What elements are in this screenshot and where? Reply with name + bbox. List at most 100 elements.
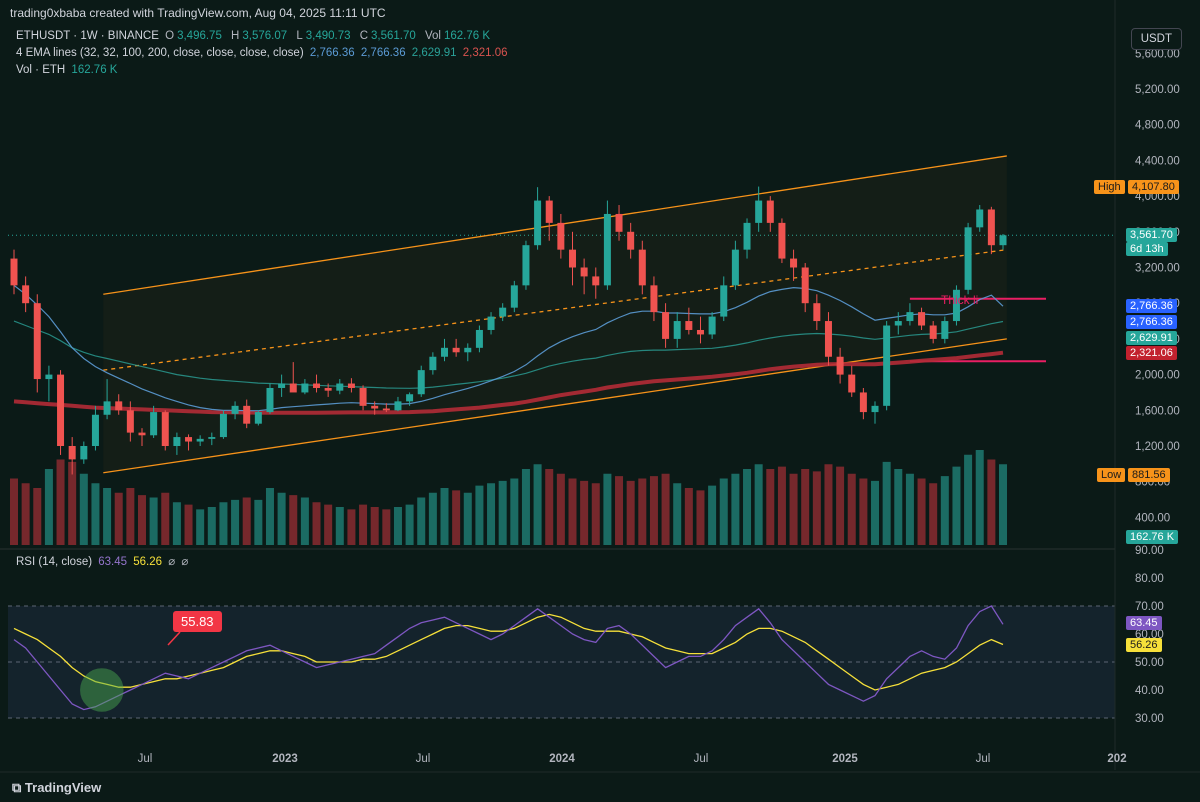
volume-bar — [393, 507, 402, 545]
eye-off-icon-2[interactable]: ⌀ — [181, 556, 189, 568]
eye-off-icon[interactable]: ⌀ — [168, 556, 176, 568]
rsi-tick-label: 70.00 — [1135, 601, 1164, 613]
candle-body — [603, 213, 611, 286]
vol-label: Vol 162.76 K — [424, 30, 491, 42]
candle-body — [580, 267, 588, 277]
ema1-tag: 2,766.36 — [1126, 299, 1177, 313]
ema-legend[interactable]: 4 EMA lines (32, 32, 100, 200, close, cl… — [16, 47, 511, 59]
time-tick-label: 2023 — [272, 753, 298, 765]
ema-value-2: 2,766.36 — [360, 47, 406, 59]
close-label: C 3,561.70 — [359, 30, 416, 42]
time-tick-label: Jul — [976, 753, 991, 765]
volume-bar — [545, 469, 554, 545]
volume-bar — [91, 483, 100, 545]
volume-bar — [68, 461, 77, 545]
candle-body — [22, 285, 30, 304]
volume-bar — [847, 473, 856, 545]
candle-body — [231, 405, 239, 414]
rsi-value: 63.45 — [98, 556, 128, 568]
candle-body — [452, 347, 460, 353]
open-label: O 3,496.75 — [165, 30, 222, 42]
volume-bar — [231, 499, 240, 545]
candle-body — [918, 312, 926, 326]
candle-body — [196, 438, 204, 442]
volume-bar — [510, 478, 519, 545]
rsi-callout-pointer — [167, 631, 181, 646]
volume-bar — [498, 480, 507, 545]
volume-bar — [940, 476, 949, 545]
candle-body — [185, 437, 193, 442]
volume-bar — [521, 469, 530, 545]
volume-bar — [289, 495, 298, 545]
candle-body — [406, 394, 414, 402]
volume-bar — [719, 478, 728, 545]
candle-body — [208, 437, 216, 439]
volume-bar — [44, 469, 53, 545]
volume-bar — [917, 478, 926, 545]
time-tick-label: 202 — [1107, 753, 1126, 765]
channel-upper-line — [103, 155, 1007, 295]
volume-bar — [56, 459, 65, 545]
symbol-legend[interactable]: ETHUSDT · 1W · BINANCE O 3,496.75 H 3,576.… — [16, 30, 496, 42]
price-tick-label: 4,000.00 — [1135, 191, 1180, 203]
ema-value-3: 2,629.91 — [411, 47, 457, 59]
candle-body — [731, 249, 739, 286]
volume-bar — [475, 485, 484, 545]
candle-body — [987, 209, 995, 246]
candle-body — [161, 412, 169, 446]
rsi-callout[interactable]: 55.83 — [173, 611, 222, 632]
volume-bar — [580, 480, 589, 545]
candle-body — [150, 412, 158, 436]
candle-body — [45, 374, 53, 380]
volume-bar — [172, 502, 181, 545]
last-price-tag: 3,561.70 — [1126, 228, 1177, 242]
ema4-tag: 2,321.06 — [1126, 346, 1177, 360]
volume-bar — [184, 504, 193, 545]
candle-body — [10, 258, 18, 286]
symbol-label: ETHUSDT · 1W · BINANCE — [16, 30, 159, 42]
channel-lower-line — [103, 338, 1007, 474]
volume-bar — [905, 473, 914, 545]
price-tick-label: 4,800.00 — [1135, 120, 1180, 132]
candle-body — [138, 432, 146, 436]
candle-body — [952, 289, 960, 322]
candle-body — [906, 312, 914, 322]
volume-bar — [789, 473, 798, 545]
high-value-tag: 4,107.80 — [1128, 180, 1179, 194]
volume-legend[interactable]: Vol · ETH 162.76 K — [16, 64, 120, 76]
candle-body — [289, 383, 297, 393]
rsi-tick-label: 50.00 — [1135, 657, 1164, 669]
candle-body — [103, 401, 111, 415]
candle-body — [813, 303, 821, 322]
ema-title: 4 EMA lines (32, 32, 100, 200, close, cl… — [16, 47, 304, 59]
rsi-legend[interactable]: RSI (14, close) 63.45 56.26 ⌀ ⌀ — [16, 554, 191, 568]
candle-body — [929, 325, 937, 339]
high-label: H 3,576.07 — [231, 30, 288, 42]
currency-button[interactable]: USDT — [1130, 28, 1182, 50]
volume-bar — [487, 483, 496, 545]
candle-body — [627, 231, 635, 250]
thick-line-annotation[interactable]: Thick li — [941, 293, 979, 307]
candle-body — [859, 392, 867, 413]
volume-bar — [615, 476, 624, 545]
candle-body — [382, 408, 390, 411]
candles — [10, 186, 1007, 475]
price-tick-label: 1,200.00 — [1135, 441, 1180, 453]
low-label: L 3,490.73 — [296, 30, 351, 42]
volume-bar — [440, 488, 449, 545]
candle-body — [80, 446, 88, 460]
time-axis[interactable]: Jul 2023 Jul 2024 Jul 2025 Jul 202 — [0, 753, 1200, 773]
volume-bar — [207, 507, 216, 545]
volume-bar — [335, 507, 344, 545]
price-tick-label: 2,000.00 — [1135, 370, 1180, 382]
price-tick-label: 5,600.00 — [1135, 48, 1180, 60]
candle-body — [266, 387, 274, 413]
price-tick-label: 5,200.00 — [1135, 84, 1180, 96]
volume-bar — [137, 495, 146, 545]
tradingview-logo[interactable]: ⧉ TradingView — [12, 780, 102, 795]
volume-bar — [324, 504, 333, 545]
price-tick-label: 4,400.00 — [1135, 155, 1180, 167]
candle-body — [941, 321, 949, 339]
volume-bar — [661, 473, 670, 545]
